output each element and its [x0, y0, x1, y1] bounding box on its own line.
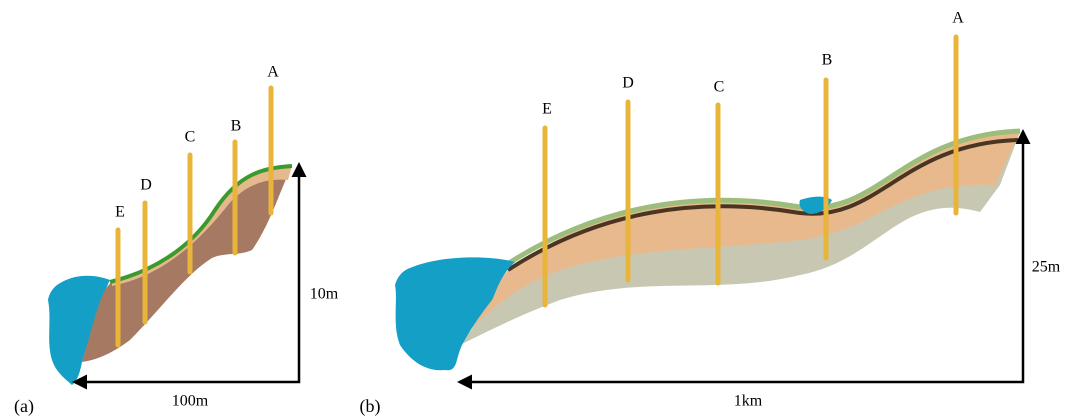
soil [82, 166, 292, 362]
width-label: 1km [734, 393, 763, 410]
height-label: 10m [310, 286, 339, 303]
width-label: 100m [172, 393, 209, 410]
height-label: 25m [1032, 259, 1061, 276]
pole-label: E [542, 101, 552, 118]
pole-label: D [622, 75, 634, 92]
panel-b: A B C D E 25m 1km (b) [360, 10, 1061, 417]
pole-label: E [115, 204, 125, 221]
pole-label: B [231, 118, 242, 135]
panel-label: (b) [360, 396, 381, 417]
panel-a: A B C D E 10m 100m (a) [14, 64, 339, 417]
pole-label: C [185, 129, 196, 146]
pole-label: A [267, 64, 279, 81]
figure: A B C D E 10m 100m (a) A B C D E 25m 1km… [0, 0, 1067, 418]
pole-label: B [822, 52, 833, 69]
pole-label: A [952, 10, 964, 27]
pole-label: C [714, 79, 725, 96]
pole-label: D [140, 177, 152, 194]
panel-label: (a) [14, 396, 34, 417]
